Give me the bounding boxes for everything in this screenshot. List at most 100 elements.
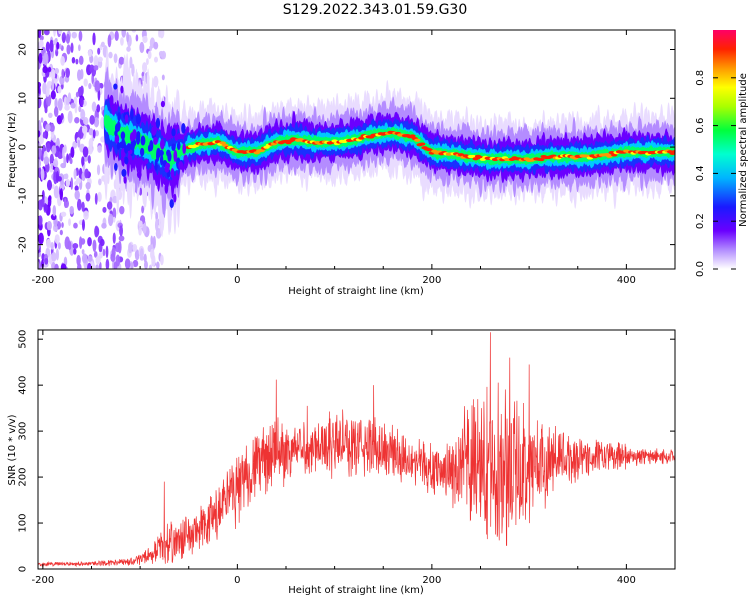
spectrogram-noise-blob — [118, 56, 125, 65]
spectrogram-noise-blob — [107, 34, 112, 48]
spectrogram-transition-cell — [170, 167, 175, 179]
spectrogram-noise-blob — [40, 117, 44, 123]
spectrogram-transition-cell — [109, 94, 114, 106]
spectrogram-noise-blob — [93, 65, 99, 71]
spectrogram-noise-blob — [99, 238, 105, 247]
snr-frame — [37, 329, 676, 570]
spectrogram-noise-blob — [44, 257, 49, 265]
spectrogram-noise-blob — [38, 39, 44, 48]
spectrogram-noise-blob — [130, 261, 134, 269]
spectrogram-transition-cell — [114, 163, 118, 171]
spectrogram-noise-blob — [51, 183, 55, 190]
spectrogram-noise-blob — [143, 253, 147, 263]
spectrogram-noise-blob — [38, 158, 42, 169]
snr-xtick-label: -200 — [32, 575, 55, 586]
spectrogram-noise-blob — [119, 225, 123, 237]
spectrogram-noise-blob — [50, 90, 56, 100]
spectrogram-noise-blob — [38, 134, 44, 145]
spectrogram-transition-cell — [135, 113, 141, 125]
spectrogram-noise-blob — [74, 117, 80, 124]
spectrogram-noise-blob — [46, 85, 50, 97]
spectrogram-noise-blob — [61, 32, 67, 43]
spectrogram-noise-blob — [51, 68, 56, 81]
spectrogram-noise-blob — [38, 148, 42, 158]
spectrogram-noise-blob — [51, 252, 57, 262]
spectrogram-transition-cell — [181, 122, 186, 134]
spectrogram-transition-cell — [114, 134, 120, 144]
spectrogram-noise-blob — [105, 245, 109, 258]
spectrogram-transition-cell — [173, 149, 178, 162]
spectrogram-noise-blob — [150, 248, 155, 260]
spectrogram-noise-blob — [143, 260, 148, 269]
spectrogram-noise-blob — [64, 198, 67, 208]
spectrogram-noise-blob — [57, 242, 61, 250]
spectrogram-transition-cell — [173, 193, 177, 203]
spectrogram-noise-blob — [42, 65, 48, 74]
spectrogram-noise-blob — [139, 248, 144, 260]
spectrogram-noise-blob — [153, 41, 159, 50]
spectrogram-noise-blob — [81, 201, 85, 212]
spectrogram-noise-blob — [45, 41, 50, 53]
spectrogram-noise-blob — [93, 117, 100, 128]
spectrogram-ridge-peak — [214, 140, 222, 144]
spectrogram-noise-blob — [65, 178, 71, 188]
spectrogram-transition-cell — [165, 132, 170, 141]
spectrogram-noise-blob — [69, 205, 74, 215]
colorbar-tick-label: 0.8 — [695, 70, 706, 86]
spectrogram-noise-blob — [59, 229, 63, 236]
spectrogram-transition-cell — [113, 83, 118, 90]
spectrogram-noise-blob — [73, 168, 77, 180]
spectrogram-noise-blob — [134, 249, 140, 261]
spectrogram-noise-blob — [101, 222, 107, 229]
chart-title: S129.2022.343.01.59.G30 — [282, 2, 468, 18]
spectrogram-noise-blob — [51, 145, 57, 155]
spectrogram-noise-blob — [81, 253, 88, 264]
snr-xtick-label: 200 — [422, 575, 441, 586]
spectrogram-transition-cell — [176, 133, 182, 140]
spectrogram-noise-blob — [114, 30, 119, 41]
spectrogram-noise-blob — [106, 201, 113, 210]
spectrogram-noise-blob — [58, 43, 62, 50]
spectrogram-noise-blob — [53, 185, 59, 199]
spectrogram-noise-blob — [83, 210, 89, 221]
spectrogram-transition-cell — [185, 126, 190, 133]
spectrogram-xtick-label: 400 — [617, 275, 636, 286]
spectrogram-ridge-peak — [426, 148, 433, 152]
spectrogram-noise-blob — [147, 50, 152, 60]
spectrogram-transition-cell — [126, 143, 132, 151]
spectrogram-noise-blob — [46, 142, 51, 153]
spectrogram-noise-blob — [160, 50, 167, 60]
spectrogram-noise-blob — [53, 106, 59, 117]
spectrogram-noise-blob — [100, 41, 105, 48]
spectrogram-noise-blob — [94, 225, 99, 238]
spectrogram-noise-blob — [72, 141, 78, 149]
spectrogram-noise-blob — [92, 239, 97, 252]
spectrogram-noise-blob — [77, 263, 82, 269]
spectrogram-transition-cell — [164, 164, 170, 173]
spectrogram-noise-blob — [46, 220, 52, 231]
spectrogram-noise-blob — [78, 236, 83, 249]
spectrogram-transition-cell — [176, 141, 181, 151]
spectrogram-noise-blob — [105, 258, 110, 269]
spectrogram-noise-blob — [87, 262, 92, 269]
spectrogram-noise-blob — [69, 158, 73, 165]
spectrogram-noise-blob — [126, 46, 131, 52]
spectrogram-transition-cell — [121, 137, 125, 150]
colorbar-tick-label: 0.0 — [695, 261, 706, 277]
spectrogram-noise-blob — [146, 58, 149, 65]
spectrogram-noise-blob — [96, 104, 101, 113]
spectrogram-noise-blob — [59, 188, 64, 201]
spectrogram-ytick-label: 10 — [18, 92, 29, 105]
spectrogram-transition-cell — [111, 105, 116, 116]
spectrogram-noise-blob — [128, 242, 133, 254]
spectrogram-ylabel: Frequency (Hz) — [7, 112, 18, 188]
spectrogram-noise-blob — [48, 112, 53, 119]
spectrogram-noise-blob — [82, 146, 89, 158]
spectrogram-noise-blob — [131, 63, 135, 77]
spectrogram-noise-blob — [84, 168, 89, 179]
spectrogram-transition-cell — [124, 156, 129, 165]
spectrogram-noise-blob — [39, 35, 44, 41]
spectrogram-noise-blob — [148, 264, 153, 269]
spectrogram-noise-blob — [68, 218, 71, 227]
